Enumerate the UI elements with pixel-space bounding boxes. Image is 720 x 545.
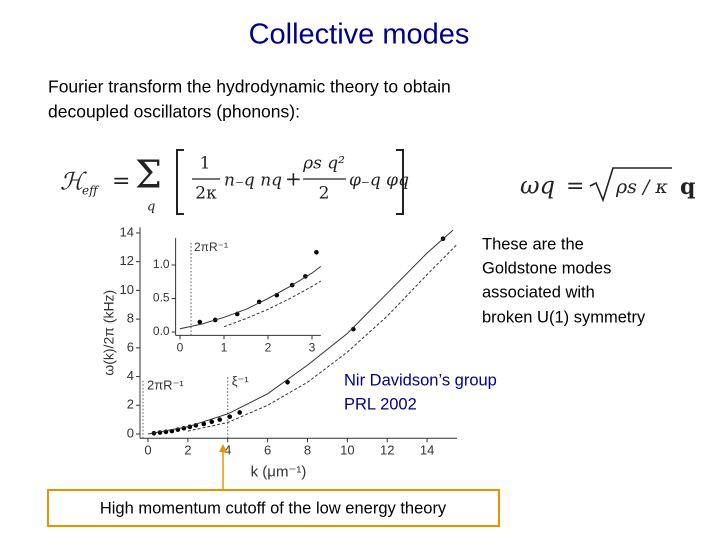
eq-equals: = xyxy=(566,174,584,199)
x-tick-label: 4 xyxy=(224,443,231,458)
y-tick-label: 4 xyxy=(127,368,134,383)
x-tick-label: 0 xyxy=(177,341,184,355)
x-tick-label: 3 xyxy=(309,341,316,355)
side-note-line: Goldstone modes xyxy=(482,259,611,277)
x-tick-label: 8 xyxy=(304,443,311,458)
data-point xyxy=(227,414,233,420)
eq-symbol: ℋ xyxy=(60,168,87,196)
theory-curve xyxy=(179,266,322,330)
x-tick-label: 2 xyxy=(265,341,272,355)
y-axis-label: ω(k)/2π (kHz) xyxy=(101,290,117,376)
y-tick-label: 0.5 xyxy=(153,291,170,305)
eq-radicand: ρs / κ xyxy=(615,176,668,198)
eq-term: φ₋q φq xyxy=(349,171,409,191)
side-note-line: These are the xyxy=(482,235,584,253)
reference-label: 2πR⁻¹ xyxy=(194,240,228,254)
eq-lhs: ωq xyxy=(520,172,555,200)
theory-curve xyxy=(147,229,454,435)
bracket xyxy=(176,149,184,215)
reference-label: ξ⁻¹ xyxy=(232,373,250,388)
y-tick-label: 2 xyxy=(127,397,134,412)
callout-arrowhead xyxy=(219,444,227,452)
data-point xyxy=(237,410,242,415)
side-note-line: associated with xyxy=(482,283,595,301)
credit-line: PRL 2002 xyxy=(344,395,417,413)
data-point xyxy=(209,419,215,425)
y-tick-label: 12 xyxy=(120,253,134,268)
data-point xyxy=(197,319,203,325)
x-tick-label: 2 xyxy=(184,443,191,458)
x-tick-label: 0 xyxy=(144,443,151,458)
y-tick-label: 6 xyxy=(127,339,134,354)
y-tick-label: 1.0 xyxy=(153,257,170,271)
theory-curve xyxy=(187,244,458,432)
data-point xyxy=(201,421,207,427)
hamiltonian-equation: ℋ eff = Σ q 1 2κ n₋q nq + ρs q² 2 φ₋q φq xyxy=(60,149,409,215)
credit-line: Nir Davidson’s group xyxy=(344,371,497,389)
x-tick-label: 14 xyxy=(420,443,434,458)
dispersion-equation: ωq = ρs / κ q xyxy=(520,167,695,203)
x-tick-label: 6 xyxy=(264,443,271,458)
eq-term: n₋q nq xyxy=(224,171,282,191)
intro-line: Fourier transform the hydrodynamic theor… xyxy=(48,77,451,97)
eq-plus: + xyxy=(285,167,302,191)
y-tick-label: 8 xyxy=(127,311,134,326)
callout-text: High momentum cutoff of the low energy t… xyxy=(100,499,447,517)
callout-box xyxy=(47,489,500,527)
bracket xyxy=(396,149,404,215)
intro-line: decoupled oscillators (phonons): xyxy=(48,102,300,122)
x-tick-label: 12 xyxy=(380,443,394,458)
inset-background xyxy=(173,238,323,336)
y-tick-label: 0.0 xyxy=(153,324,170,338)
inset-plot: 0 1 2 3 0.0 0.5 1.0 2πR⁻¹ xyxy=(153,238,323,355)
eq-frac-den: 2 xyxy=(319,184,330,204)
y-tick-label: 10 xyxy=(120,282,134,297)
y-tick-label: 14 xyxy=(120,224,134,239)
eq-index: q xyxy=(147,200,155,215)
sqrt-sign xyxy=(589,167,672,203)
x-tick-label: 1 xyxy=(221,341,228,355)
eq-subscript: eff xyxy=(82,184,100,198)
y-tick-label: 0 xyxy=(127,425,134,440)
eq-frac-num: 1 xyxy=(200,154,211,174)
data-point xyxy=(314,249,319,255)
slide-title: Collective modes xyxy=(249,19,470,51)
data-point xyxy=(285,379,290,385)
eq-sum: Σ xyxy=(135,153,162,197)
x-axis-label: k (μm⁻¹) xyxy=(251,463,307,480)
eq-equals: = xyxy=(112,169,130,194)
eq-factor: q xyxy=(680,174,695,200)
data-point xyxy=(217,417,223,422)
eq-frac-den: 2κ xyxy=(195,184,217,204)
x-tick-label: 10 xyxy=(340,443,354,458)
side-note-line: broken U(1) symmetry xyxy=(482,308,646,326)
reference-label: 2πR⁻¹ xyxy=(147,377,184,392)
eq-frac-num: ρs q² xyxy=(302,154,345,174)
